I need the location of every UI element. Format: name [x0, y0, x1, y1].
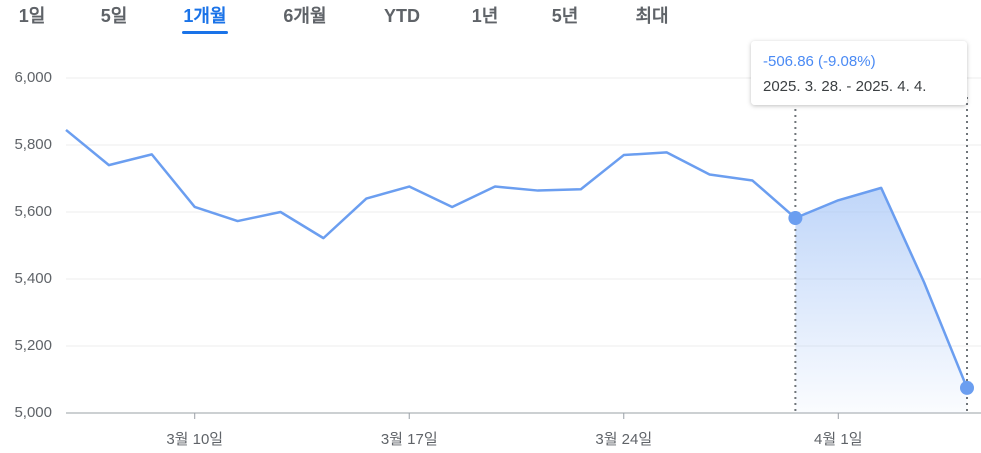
range-tabs: 1일 5일 1개월 6개월 YTD 1년 5년 최대 [19, 6, 669, 34]
plot [65, 97, 974, 413]
x-tick-label: 4월 1일 [814, 431, 862, 448]
range-tab[interactable]: 1개월 [183, 6, 226, 26]
range-point [960, 380, 974, 395]
x-tick-label: 3월 10일 [166, 431, 223, 448]
x-tick-label: 3월 17일 [381, 431, 438, 448]
y-tick-label: 5,200 [14, 337, 52, 354]
range-tab[interactable]: 1일 [19, 6, 46, 26]
range-tab[interactable]: 5년 [552, 6, 579, 26]
range-tab[interactable]: 6개월 [283, 6, 326, 26]
x-tick-label: 3월 24일 [595, 431, 652, 448]
range-tab[interactable]: 1년 [472, 6, 499, 26]
range-tab[interactable]: 최대 [635, 6, 668, 26]
range-tab[interactable]: YTD [384, 6, 420, 26]
y-tick-label: 6,000 [14, 69, 52, 86]
tooltip-box [751, 41, 967, 105]
y-tick-label: 5,800 [14, 136, 52, 153]
tooltip-range: 2025. 3. 28. - 2025. 4. 4. [763, 78, 926, 95]
range-point [788, 211, 803, 226]
price-line [65, 128, 969, 389]
range-tab[interactable]: 5일 [101, 6, 128, 26]
highlight-area [795, 187, 967, 413]
tooltip: -506.86 (-9.08%) 2025. 3. 28. - 2025. 4.… [751, 41, 967, 105]
y-tick-label: 5,600 [14, 203, 52, 220]
y-tick-label: 5,000 [14, 404, 52, 421]
y-tick-label: 5,400 [14, 270, 52, 287]
tab-underline [182, 31, 228, 34]
tooltip-change: -506.86 (-9.08%) [763, 53, 876, 70]
